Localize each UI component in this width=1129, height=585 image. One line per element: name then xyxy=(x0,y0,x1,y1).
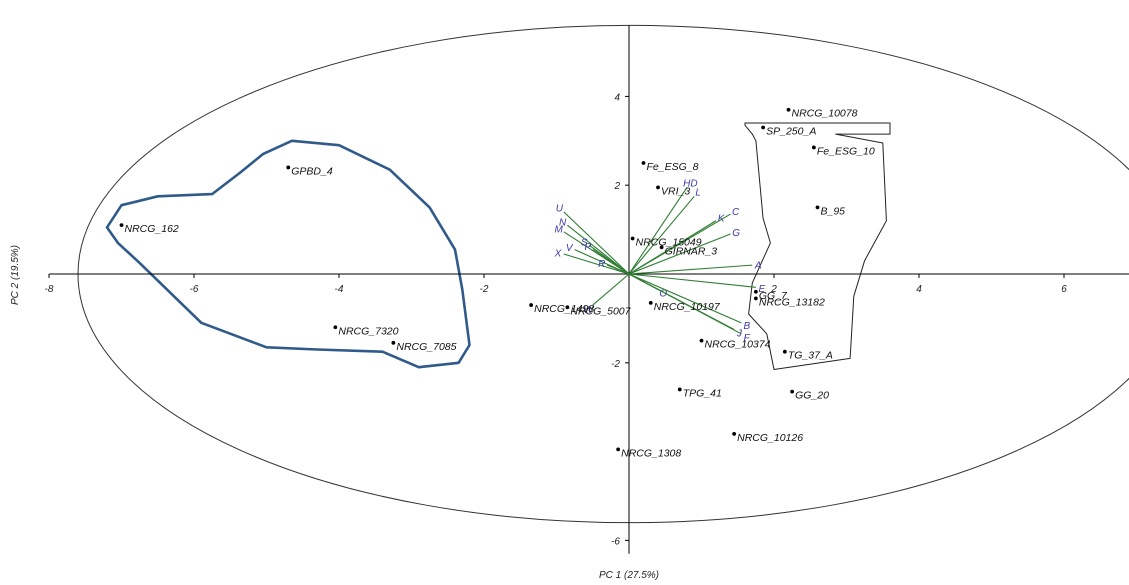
x-axis-title: PC 1 (27.5%) xyxy=(599,570,659,581)
vector-label-G: G xyxy=(732,228,740,239)
x-tick-label: 2 xyxy=(770,284,777,295)
point-label-TPG_41: TPG_41 xyxy=(683,387,722,399)
point-label-GIRNAR_3: GIRNAR_3 xyxy=(665,245,718,257)
x-tick-label: 6 xyxy=(1061,284,1067,295)
point-NRCG_162 xyxy=(119,223,124,228)
cluster-outline-1 xyxy=(105,139,471,369)
point-label-VRI_3: VRI_3 xyxy=(661,185,690,197)
x-tick-label: 4 xyxy=(916,284,922,295)
vector-label-W: W xyxy=(583,305,594,316)
point-NRCG_10078 xyxy=(786,107,791,112)
vector-label-HD: HD xyxy=(683,178,697,189)
point-label-NRCG_10374: NRCG_10374 xyxy=(705,339,771,351)
loading-vectors: UNMSVPXRHDLKCGAEOWBJF xyxy=(554,178,766,343)
point-Fe_ESG_10 xyxy=(811,145,816,150)
point-NRCG_7085 xyxy=(391,340,396,345)
vector-A xyxy=(628,264,753,275)
axes: -8 -6 -4 -2 2 4 6 -6 -2 2 4 xyxy=(45,25,1129,554)
point-label-Fe_ESG_8: Fe_ESG_8 xyxy=(647,161,699,173)
vector-label-N: N xyxy=(559,217,567,228)
x-tick-label: -2 xyxy=(480,284,489,295)
point-Fe_ESG_8 xyxy=(641,161,646,165)
point-label-GG_7: GG_7 xyxy=(759,290,788,302)
vector-label-A: A xyxy=(754,261,762,272)
point-VRI_3 xyxy=(656,185,660,190)
x-tick-label: -6 xyxy=(190,284,199,295)
point-NRCG_1308 xyxy=(616,447,621,452)
vector-label-O: O xyxy=(659,288,667,299)
point-label-NRCG_7320: NRCG_7320 xyxy=(338,325,398,337)
vector-label-C: C xyxy=(732,207,740,218)
point-label-NRCG_10126: NRCG_10126 xyxy=(737,432,803,444)
vector-label-P: P xyxy=(584,242,591,253)
point-GG_7 xyxy=(753,289,758,294)
point-label-NRCG_10078: NRCG_10078 xyxy=(792,108,858,120)
vector-label-F: F xyxy=(744,333,751,344)
vector-W xyxy=(592,273,630,306)
vector-label-V: V xyxy=(566,243,574,254)
vector-C xyxy=(628,213,731,275)
point-label-NRCG_15049: NRCG_15049 xyxy=(636,236,702,248)
point-label-NRCG_13182: NRCG_13182 xyxy=(759,296,825,308)
vector-B xyxy=(628,273,742,324)
vector-label-R: R xyxy=(598,259,605,270)
point-TPG_41 xyxy=(677,387,682,392)
point-GIRNAR_3 xyxy=(659,245,664,250)
y-tick-label: -6 xyxy=(611,536,620,547)
vector-N xyxy=(567,224,630,275)
y-tick-label: 2 xyxy=(613,181,620,192)
point-NRCG_5007 xyxy=(565,305,570,310)
point-label-GG_20: GG_20 xyxy=(795,390,829,402)
vector-E xyxy=(628,273,756,288)
point-B_95 xyxy=(815,205,820,210)
point-label-NRCG_10197: NRCG_10197 xyxy=(654,301,721,313)
vector-F xyxy=(628,273,742,335)
point-label-Fe_ESG_10: Fe_ESG_10 xyxy=(817,145,875,157)
cluster-outline-2 xyxy=(744,122,891,370)
vector-L xyxy=(628,195,695,275)
point-NRCG_10374 xyxy=(699,338,704,343)
vector-G xyxy=(628,233,731,275)
vector-label-X: X xyxy=(554,248,562,259)
vector-HD xyxy=(628,187,688,275)
y-tick-label: -2 xyxy=(611,359,620,370)
point-label-NRCG_162: NRCG_162 xyxy=(125,223,179,235)
point-label-SP_250_A: SP_250_A xyxy=(766,125,816,137)
vector-label-J: J xyxy=(736,328,743,339)
point-label-NRCG_1498: NRCG_1498 xyxy=(534,303,594,315)
point-label-B_95: B_95 xyxy=(821,205,846,217)
point-label-NRCG_7085: NRCG_7085 xyxy=(396,341,456,353)
vector-label-S: S xyxy=(581,238,588,249)
vector-label-M: M xyxy=(555,225,564,236)
vector-label-U: U xyxy=(556,204,564,215)
point-label-TG_37_A: TG_37_A xyxy=(788,350,833,362)
data-points: NRCG_10078 SP_250_AFe_ESG_10 Fe_ESG_8 GPBD_… xyxy=(119,107,875,459)
vector-P xyxy=(592,249,630,275)
cluster-outline-layer xyxy=(105,122,891,370)
point-GG_20 xyxy=(790,389,795,394)
point-label-NRCG_5007: NRCG_5007 xyxy=(570,305,631,317)
vector-label-L: L xyxy=(695,188,701,199)
vector-label-E: E xyxy=(759,284,766,295)
vector-X xyxy=(563,253,630,275)
point-GPBD_4 xyxy=(286,165,291,170)
y-axis-title: PC 2 (19.5%) xyxy=(10,245,21,305)
point-SP_250_A xyxy=(761,125,766,130)
point-NRCG_10197 xyxy=(648,300,653,305)
point-label-GPBD_4: GPBD_4 xyxy=(291,165,333,177)
x-tick-label: -4 xyxy=(335,284,344,295)
point-NRCG_1498 xyxy=(529,303,534,307)
x-tick-label: -8 xyxy=(45,284,54,295)
y-tick-label: 4 xyxy=(614,92,620,103)
vector-U xyxy=(563,211,630,275)
point-NRCG_15049 xyxy=(630,236,635,241)
point-NRCG_10126 xyxy=(732,431,737,436)
point-NRCG_7320 xyxy=(333,325,338,330)
vector-R xyxy=(607,264,630,275)
point-TG_37_A xyxy=(782,349,787,354)
point-NRCG_13182 xyxy=(753,296,758,301)
point-label-NRCG_1308: NRCG_1308 xyxy=(621,447,681,459)
vector-label-B: B xyxy=(744,321,751,332)
